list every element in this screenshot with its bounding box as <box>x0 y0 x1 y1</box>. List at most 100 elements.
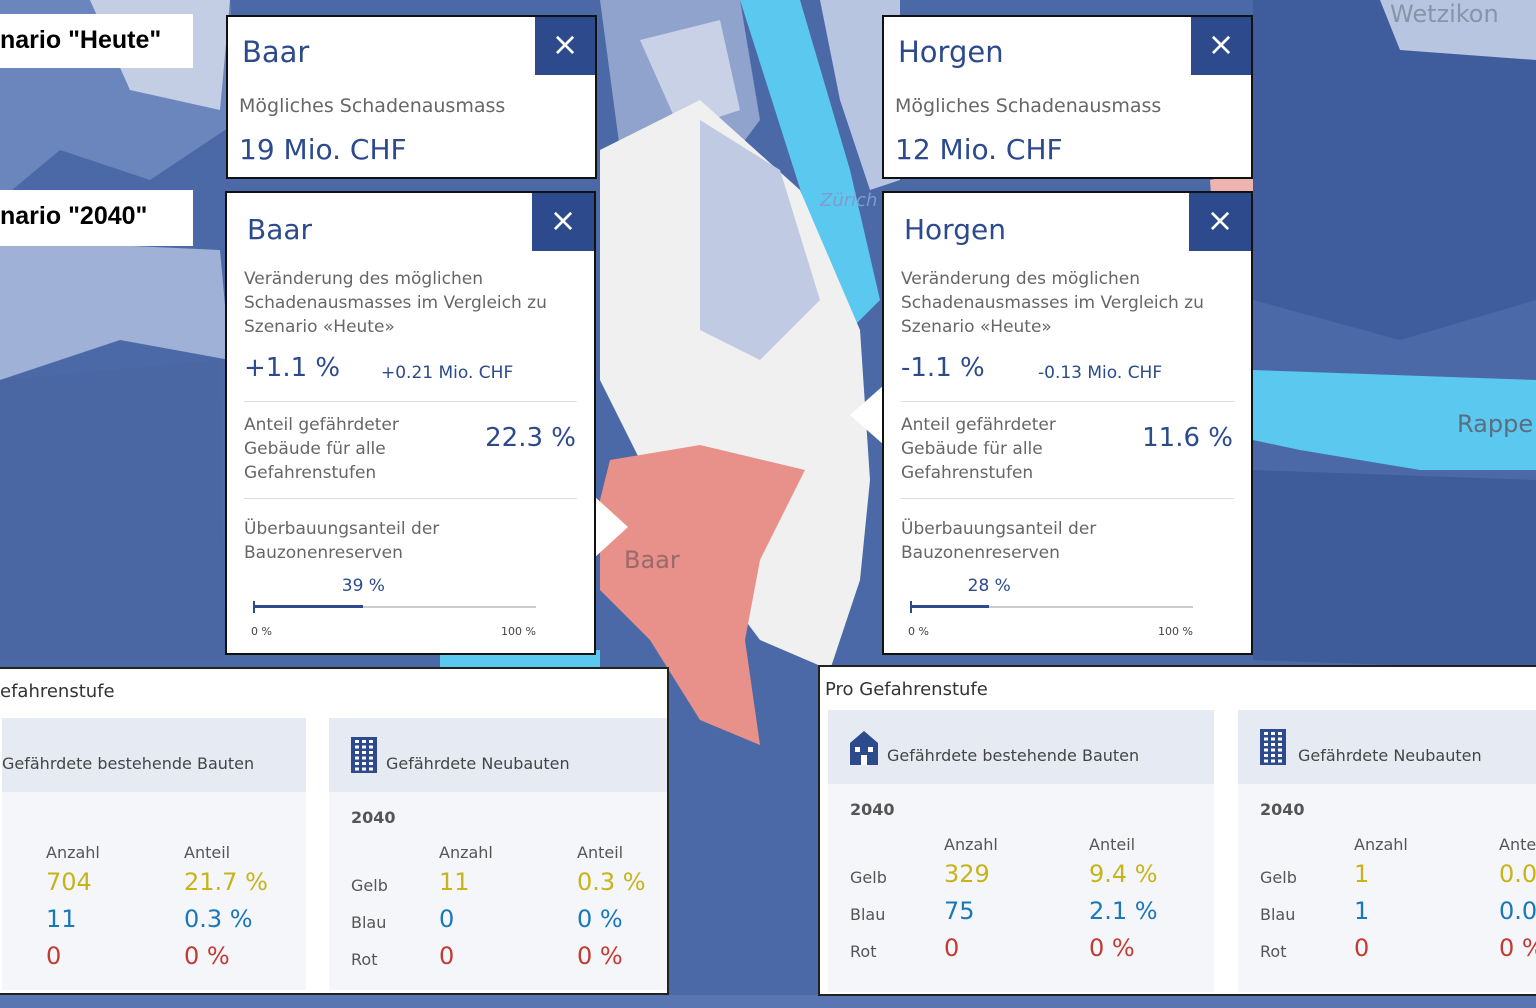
column-header: Anzahl <box>944 835 998 854</box>
reserve-label: Überbauungsanteil der <box>901 519 1097 539</box>
count-value: 11 <box>46 905 77 933</box>
scenario-label: nario "Heute" <box>0 14 193 68</box>
building-icon <box>850 729 878 769</box>
scenario-label: nario "2040" <box>0 190 193 246</box>
panel-title: Gefährdete bestehende Bauten <box>887 746 1140 765</box>
count-value: 1 <box>1354 897 1370 925</box>
count-value: 0 <box>439 942 455 970</box>
share-value: 0.0 <box>1499 860 1536 888</box>
popup: × Baar Veränderung des möglichen Schadenaus… <box>225 191 596 655</box>
share-value: 0 % <box>1089 934 1135 962</box>
row-label: Gelb <box>1260 868 1297 887</box>
column-header: Anteil <box>577 843 624 862</box>
count-value: 704 <box>46 868 92 896</box>
risk-panel: Gefährdete Neubauten 2040 Anzahl Anteil Gelb… <box>329 718 667 990</box>
panel-title: Gefährdete Neubauten <box>386 754 570 773</box>
risk-panel: Gefährdete Neubauten 2040 Anzahl Ante Gelb 1 0… <box>1238 710 1536 992</box>
row-label: Rot <box>1260 942 1287 961</box>
row-label: Rot <box>850 942 877 961</box>
share-value: 11.6 % <box>1142 423 1233 453</box>
building-icon <box>351 737 377 777</box>
row-label: Gelb <box>850 868 887 887</box>
close-button[interactable]: × <box>532 193 594 251</box>
divider <box>901 498 1234 499</box>
scale-max: 100 % <box>1158 625 1193 638</box>
popup: × Horgen Mögliches Schadenausmass 12 Mio. C… <box>882 15 1253 179</box>
panel-title: Gefährdete Neubauten <box>1298 746 1482 765</box>
progress-fill <box>253 605 364 608</box>
popup-value: 19 Mio. CHF <box>239 133 407 166</box>
row-label: Rot <box>351 950 378 969</box>
map-label: Zürich <box>820 190 878 211</box>
share-label: Gefahrenstufen <box>901 463 1034 483</box>
change-label: Veränderung des möglichen <box>901 269 1140 289</box>
count-value: 329 <box>944 860 990 888</box>
panel-year: 2040 <box>850 800 895 819</box>
share-value: 0.3 % <box>184 905 253 933</box>
share-value: 2.1 % <box>1089 897 1158 925</box>
map-label: Rappe <box>1457 410 1534 438</box>
panel-title: Gefährdete bestehende Bauten <box>2 754 255 773</box>
column-header: Anteil <box>1089 835 1136 854</box>
reserve-label: Bauzonenreserven <box>244 543 403 563</box>
popup-value: 12 Mio. CHF <box>895 133 1063 166</box>
change-absolute: +0.21 Mio. CHF <box>381 363 514 383</box>
column-header: Ante <box>1499 835 1536 854</box>
close-button[interactable]: × <box>1189 193 1251 251</box>
popup-title: Baar <box>242 35 310 69</box>
panel-header: Gefährdete Neubauten <box>329 718 667 792</box>
column-header: Anzahl <box>439 843 493 862</box>
share-label: Anteil gefährdeter <box>244 415 399 435</box>
reserve-label: Überbauungsanteil der <box>244 519 440 539</box>
scale-min: 0 % <box>251 625 272 638</box>
scale-min: 0 % <box>908 625 929 638</box>
change-absolute: -0.13 Mio. CHF <box>1038 363 1163 383</box>
popup: × Horgen Veränderung des möglichen Schadena… <box>882 191 1253 655</box>
change-label: Veränderung des möglichen <box>244 269 483 289</box>
row-label: Blau <box>351 913 387 932</box>
column-header: Anzahl <box>1354 835 1408 854</box>
share-label: Anteil gefährdeter <box>901 415 1056 435</box>
panel-header: Gefährdete bestehende Bauten <box>2 718 306 792</box>
count-value: 11 <box>439 868 470 896</box>
share-value: 0.3 % <box>577 868 646 896</box>
row-label: Blau <box>1260 905 1296 924</box>
close-button[interactable]: × <box>535 17 595 75</box>
count-value: 0 <box>944 934 960 962</box>
count-value: 0 <box>1354 934 1370 962</box>
panel-header: Gefährdete bestehende Bauten <box>828 710 1214 784</box>
share-value: 0 % <box>577 905 623 933</box>
scale-max: 100 % <box>501 625 536 638</box>
progress-fill <box>910 605 990 608</box>
share-label: Gebäude für alle <box>244 439 386 459</box>
column-header: Anteil <box>184 843 231 862</box>
share-value: 22.3 % <box>485 423 576 453</box>
count-value: 75 <box>944 897 975 925</box>
popup-title: Horgen <box>898 35 1004 69</box>
progress-track <box>253 606 536 608</box>
reserve-label: Bauzonenreserven <box>901 543 1060 563</box>
change-label: Szenario «Heute» <box>244 317 395 337</box>
reserve-value: 28 % <box>967 576 1011 596</box>
share-value: 0 % <box>577 942 623 970</box>
risk-panel: Gefährdete bestehende Bauten Anzahl Anteil… <box>2 718 306 990</box>
divider <box>244 498 577 499</box>
divider <box>244 401 577 402</box>
share-value: 0.0 <box>1499 897 1536 925</box>
panel-year: 2040 <box>1260 800 1305 819</box>
popup-title: Baar <box>247 213 313 246</box>
count-value: 1 <box>1354 860 1370 888</box>
change-label: Schadenausmasses im Vergleich zu <box>901 293 1204 313</box>
share-value: 21.7 % <box>184 868 268 896</box>
map-label: Baar <box>624 546 680 574</box>
popup-label: Mögliches Schadenausmass <box>895 95 1162 117</box>
share-value: 0 % <box>184 942 230 970</box>
table-heading: efahrenstufe <box>0 681 115 702</box>
divider <box>901 401 1234 402</box>
change-label: Szenario «Heute» <box>901 317 1052 337</box>
close-button[interactable]: × <box>1191 17 1251 75</box>
table-heading: Pro Gefahrenstufe <box>825 679 988 700</box>
